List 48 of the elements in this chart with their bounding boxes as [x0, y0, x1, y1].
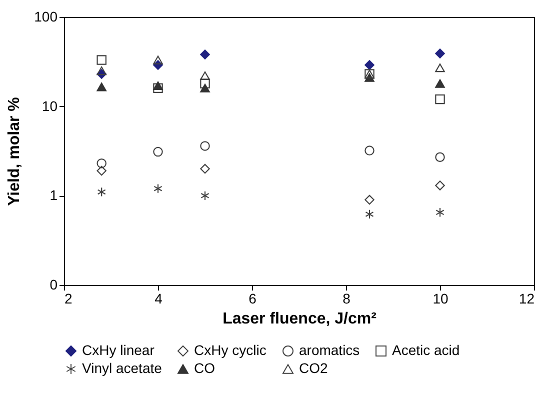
legend-label: Vinyl acetate: [82, 360, 162, 376]
y-tick-label: 1: [50, 187, 58, 204]
x-tick-label: 4: [154, 290, 163, 306]
point: [96, 82, 106, 92]
point: [154, 184, 162, 194]
point: [153, 81, 163, 90]
y-tick-label: 10: [42, 98, 58, 114]
point: [365, 209, 374, 220]
x-tick-label: 6: [248, 290, 257, 306]
legend-label: CxHy cyclic: [194, 342, 266, 358]
point: [364, 194, 374, 205]
point: [96, 66, 106, 76]
x-tick-label: 10: [432, 290, 448, 306]
y-tick-label: 0: [50, 276, 58, 292]
legend-label: CxHy linear: [82, 342, 155, 358]
legend-label: Acetic acid: [392, 342, 460, 358]
point: [200, 164, 210, 174]
point: [96, 55, 106, 65]
point: [153, 83, 163, 93]
point: [364, 60, 374, 70]
point: [435, 152, 445, 162]
point: [96, 166, 106, 176]
point: [200, 84, 210, 92]
point: [435, 79, 445, 88]
x-axis-title: Laser fluence, J/cm²: [222, 310, 376, 328]
y-tick-label: 100: [34, 8, 58, 24]
legend-label: aromatics: [299, 342, 360, 358]
point: [153, 56, 163, 64]
point: [435, 180, 445, 190]
legend-label: CO: [194, 360, 216, 376]
point: [435, 48, 445, 58]
x-tick-label: 8: [342, 290, 351, 306]
point: [97, 187, 106, 197]
point: [200, 71, 210, 80]
point: [200, 78, 210, 88]
point: [200, 50, 210, 60]
point: [96, 158, 106, 168]
x-tick-label: 2: [64, 290, 72, 306]
point: [200, 141, 210, 151]
point: [436, 208, 444, 218]
legend-label: CO2: [299, 360, 328, 376]
y-axis-title: Yield, molar %: [6, 97, 24, 206]
point: [435, 94, 445, 104]
point: [153, 146, 163, 157]
point: [364, 146, 374, 156]
point: [200, 190, 210, 201]
x-tick-label: 12: [518, 290, 535, 306]
point: [435, 64, 445, 72]
